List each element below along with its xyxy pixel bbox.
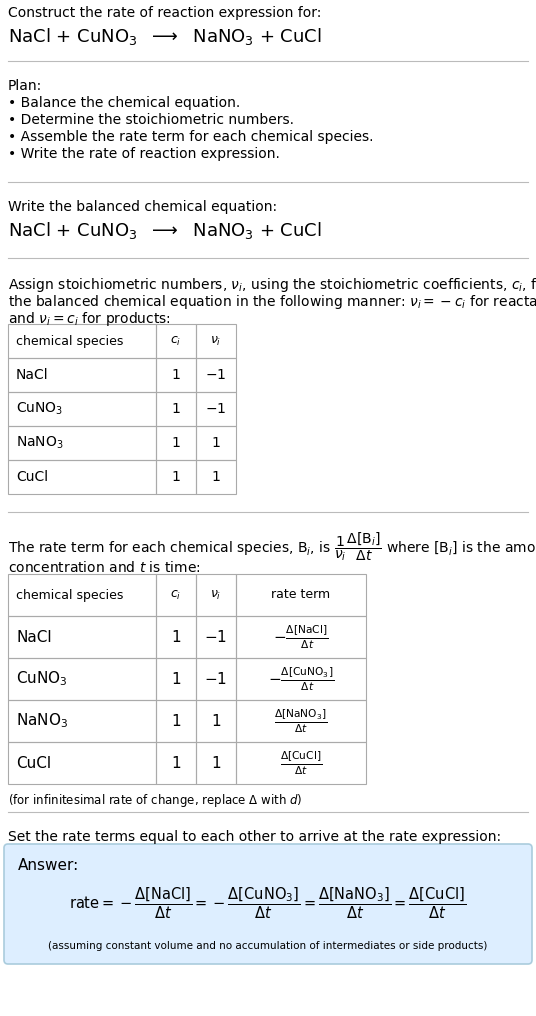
Bar [8,392,156,426]
Bar [156,616,196,658]
Text: concentration and $t$ is time:: concentration and $t$ is time: [8,560,200,575]
Bar [156,742,196,784]
Text: 1: 1 [212,470,220,484]
Bar [156,358,196,392]
Bar [8,658,156,700]
Bar [156,426,196,460]
Text: (for infinitesimal rate of change, replace Δ with $d$): (for infinitesimal rate of change, repla… [8,792,302,809]
Text: 1: 1 [212,436,220,450]
Bar [8,700,156,742]
Bar [156,658,196,700]
Text: CuNO$_3$: CuNO$_3$ [16,670,68,689]
Text: the balanced chemical equation in the following manner: $\nu_i = -c_i$ for react: the balanced chemical equation in the fo… [8,293,536,311]
Text: $c_i$: $c_i$ [170,334,182,347]
Bar [8,616,156,658]
Text: $\frac{\Delta[\mathrm{NaNO}_3]}{\Delta t}$: $\frac{\Delta[\mathrm{NaNO}_3]}{\Delta t… [274,707,328,735]
Bar [8,426,156,460]
FancyBboxPatch shape [4,844,532,964]
Text: NaNO$_3$: NaNO$_3$ [16,435,64,451]
Text: • Write the rate of reaction expression.: • Write the rate of reaction expression. [8,147,280,161]
Bar [196,658,236,700]
Bar [8,574,156,616]
Text: chemical species: chemical species [16,588,123,601]
Text: $\nu_i$: $\nu_i$ [210,588,222,601]
Bar [196,616,236,658]
Text: Construct the rate of reaction expression for:: Construct the rate of reaction expressio… [8,6,322,20]
Text: NaCl: NaCl [16,630,51,644]
Bar [156,574,196,616]
Bar [8,460,156,494]
Text: $-\frac{\Delta[\mathrm{CuNO}_3]}{\Delta t}$: $-\frac{\Delta[\mathrm{CuNO}_3]}{\Delta … [268,665,334,693]
Text: Answer:: Answer: [18,858,79,873]
Bar [196,460,236,494]
Bar [8,358,156,392]
Bar [156,700,196,742]
Text: 1: 1 [171,630,181,644]
Text: 1: 1 [171,713,181,728]
Text: NaCl + CuNO$_3$  $\longrightarrow$  NaNO$_3$ + CuCl: NaCl + CuNO$_3$ $\longrightarrow$ NaNO$_… [8,26,322,47]
Bar [196,324,236,358]
Text: $-1$: $-1$ [205,368,227,382]
Text: • Assemble the rate term for each chemical species.: • Assemble the rate term for each chemic… [8,130,374,144]
Bar [156,392,196,426]
Bar [236,574,366,616]
Bar [8,324,156,358]
Text: CuCl: CuCl [16,756,51,770]
Text: $\nu_i$: $\nu_i$ [210,334,222,347]
Text: chemical species: chemical species [16,334,123,347]
Text: $-\frac{\Delta[\mathrm{NaCl}]}{\Delta t}$: $-\frac{\Delta[\mathrm{NaCl}]}{\Delta t}… [273,623,329,651]
Text: $\frac{\Delta[\mathrm{CuCl}]}{\Delta t}$: $\frac{\Delta[\mathrm{CuCl}]}{\Delta t}$ [280,749,322,777]
Text: • Determine the stoichiometric numbers.: • Determine the stoichiometric numbers. [8,113,294,127]
Text: NaCl: NaCl [16,368,49,382]
Bar [236,616,366,658]
Text: 1: 1 [211,713,221,728]
Text: and $\nu_i = c_i$ for products:: and $\nu_i = c_i$ for products: [8,310,171,328]
Bar [236,700,366,742]
Text: 1: 1 [172,368,181,382]
Text: $-1$: $-1$ [205,671,227,687]
Bar [156,324,196,358]
Text: 1: 1 [171,672,181,687]
Text: The rate term for each chemical species, B$_i$, is $\dfrac{1}{\nu_i}\dfrac{\Delt: The rate term for each chemical species,… [8,530,536,563]
Text: CuNO$_3$: CuNO$_3$ [16,400,63,418]
Text: Plan:: Plan: [8,79,42,93]
Text: 1: 1 [172,402,181,416]
Text: rate term: rate term [271,588,331,601]
Text: $c_i$: $c_i$ [170,588,182,601]
Bar [236,742,366,784]
Text: $\mathrm{rate} = -\dfrac{\Delta[\mathrm{NaCl}]}{\Delta t} = -\dfrac{\Delta[\math: $\mathrm{rate} = -\dfrac{\Delta[\mathrm{… [70,885,466,920]
Text: Assign stoichiometric numbers, $\nu_i$, using the stoichiometric coefficients, $: Assign stoichiometric numbers, $\nu_i$, … [8,276,536,294]
Bar [196,700,236,742]
Text: $-1$: $-1$ [205,629,227,645]
Text: 1: 1 [172,436,181,450]
Bar [196,574,236,616]
Text: NaNO$_3$: NaNO$_3$ [16,711,68,731]
Text: (assuming constant volume and no accumulation of intermediates or side products): (assuming constant volume and no accumul… [48,941,488,951]
Text: 1: 1 [171,756,181,770]
Text: 1: 1 [211,756,221,770]
Text: Set the rate terms equal to each other to arrive at the rate expression:: Set the rate terms equal to each other t… [8,830,501,844]
Bar [196,358,236,392]
Bar [156,460,196,494]
Bar [196,426,236,460]
Text: NaCl + CuNO$_3$  $\longrightarrow$  NaNO$_3$ + CuCl: NaCl + CuNO$_3$ $\longrightarrow$ NaNO$_… [8,220,322,241]
Bar [236,658,366,700]
Text: CuCl: CuCl [16,470,48,484]
Bar [8,742,156,784]
Text: $-1$: $-1$ [205,402,227,416]
Bar [196,392,236,426]
Text: Write the balanced chemical equation:: Write the balanced chemical equation: [8,200,277,214]
Bar [196,742,236,784]
Text: 1: 1 [172,470,181,484]
Text: • Balance the chemical equation.: • Balance the chemical equation. [8,96,240,110]
